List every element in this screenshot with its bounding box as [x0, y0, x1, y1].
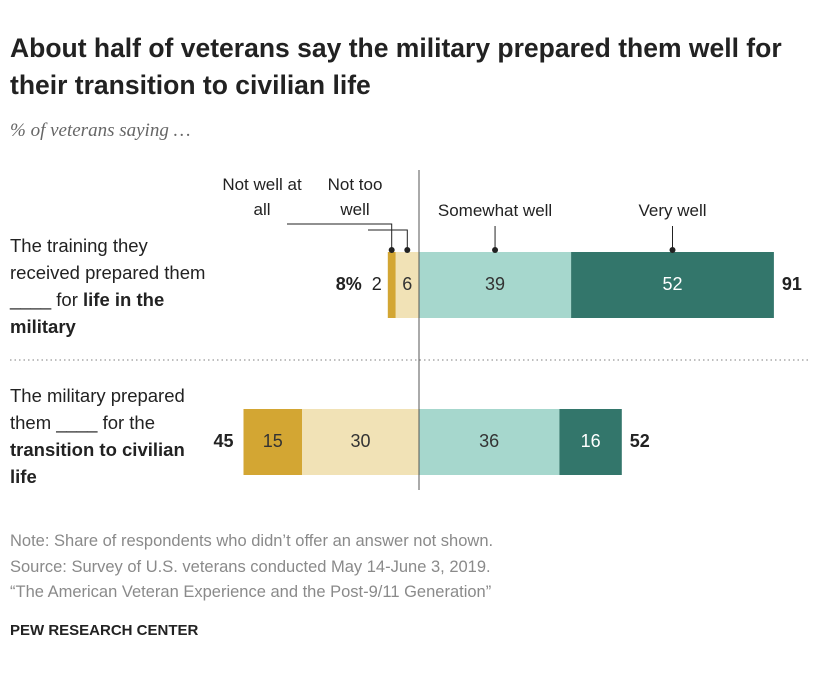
- credit: PEW RESEARCH CENTER: [10, 622, 199, 639]
- net-label: 52: [630, 431, 650, 451]
- legend-label: Very well: [638, 201, 707, 220]
- category-label: The military prepared them ____ for the …: [10, 382, 215, 490]
- value-label: 2: [372, 274, 382, 294]
- bar-segment: [419, 409, 560, 475]
- category-bold: life in the military: [10, 289, 165, 337]
- value-label: 39: [485, 274, 505, 294]
- value-label: 52: [662, 274, 682, 294]
- net-label: 8%: [336, 274, 362, 294]
- leader-dot: [669, 247, 676, 253]
- value-label: 30: [350, 431, 370, 451]
- category-bold: transition to civilian life: [10, 439, 185, 487]
- subtitle: % of veterans saying …: [10, 120, 191, 141]
- bar-segment: [243, 409, 302, 475]
- bar-segment: [302, 409, 419, 475]
- value-label: 15: [263, 431, 283, 451]
- net-label: 91: [782, 274, 802, 294]
- value-label: 16: [581, 431, 601, 451]
- bar-segment: [559, 409, 622, 475]
- value-label: 36: [479, 431, 499, 451]
- category-text: The training they received prepared them…: [10, 235, 206, 310]
- report: “The American Veteran Experience and the…: [10, 583, 492, 601]
- bar-segment: [387, 252, 396, 318]
- leader-dot: [492, 247, 499, 253]
- value-label: 6: [402, 274, 412, 294]
- legend-label: Not too well: [327, 175, 383, 219]
- legend-label: Not well at all: [222, 175, 302, 219]
- source: Source: Survey of U.S. veterans conducte…: [10, 558, 491, 576]
- legend-label: Somewhat well: [437, 201, 553, 220]
- note: Note: Share of respondents who didn’t of…: [10, 532, 494, 550]
- leader-line: [368, 229, 408, 250]
- leader-line: [287, 223, 393, 250]
- bar-segment: [395, 252, 419, 318]
- chart-title: About half of veterans say the military …: [10, 33, 782, 100]
- net-label: 45: [213, 431, 233, 451]
- category-text: The military prepared them ____ for the: [10, 385, 185, 433]
- leader-dot: [404, 247, 411, 253]
- leader-dot: [388, 247, 395, 253]
- bar-segment: [571, 252, 774, 318]
- category-label: The training they received prepared them…: [10, 232, 215, 340]
- bar-segment: [419, 252, 572, 318]
